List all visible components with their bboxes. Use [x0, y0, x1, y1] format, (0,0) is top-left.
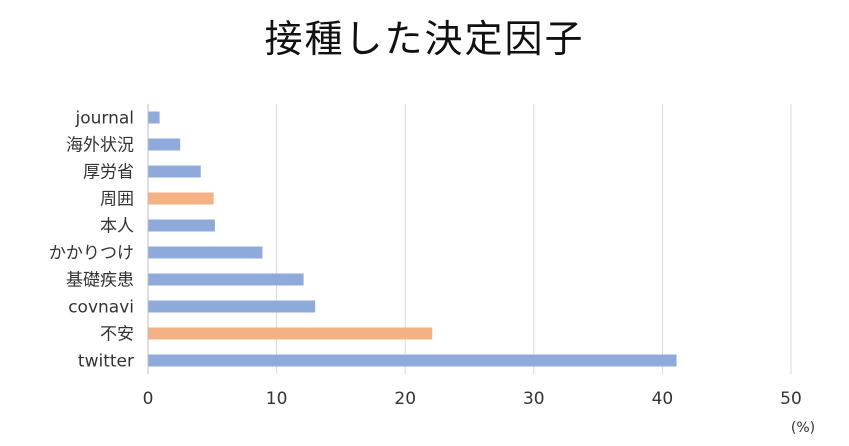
category-label-9: twitter	[78, 352, 134, 372]
bar-0	[148, 111, 160, 124]
category-label-8: 不安	[100, 325, 134, 345]
category-label-6: 基礎疾患	[66, 271, 134, 291]
category-label-4: 本人	[100, 217, 134, 237]
category-label-2: 厚労省	[83, 163, 134, 183]
bar-4	[148, 219, 215, 232]
x-tick-label-0: 0	[143, 389, 154, 409]
bar-9	[148, 354, 677, 367]
x-tick-label-10: 10	[266, 389, 288, 409]
category-label-0: journal	[74, 109, 134, 129]
bar-1	[148, 138, 181, 151]
bars	[148, 111, 677, 367]
bar-3	[148, 192, 214, 205]
x-tick-label-50: 50	[780, 389, 802, 409]
category-label-1: 海外状況	[66, 136, 134, 156]
unit-label: (%)	[791, 420, 815, 436]
bar-8	[148, 327, 433, 340]
bar-5	[148, 246, 263, 259]
chart-title: 接種した決定因子	[264, 17, 585, 61]
bar-6	[148, 273, 304, 286]
x-tick-label-20: 20	[394, 389, 416, 409]
category-label-7: covnavi	[68, 298, 134, 318]
bar-2	[148, 165, 201, 178]
bar-7	[148, 300, 316, 313]
category-label-3: 周囲	[100, 190, 134, 210]
x-tick-label-40: 40	[652, 389, 674, 409]
category-label-5: かかりつけ	[49, 244, 134, 264]
x-tick-label-30: 30	[523, 389, 545, 409]
